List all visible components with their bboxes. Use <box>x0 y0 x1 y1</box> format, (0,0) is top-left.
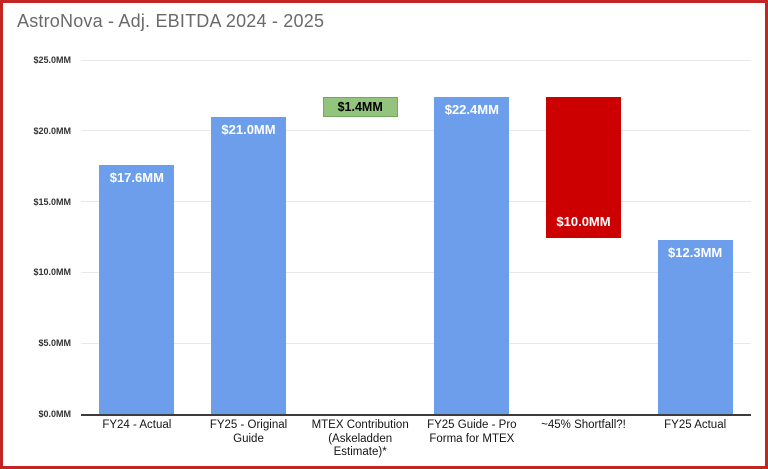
x-category-label: FY25 - Original Guide <box>209 419 288 445</box>
plot-area: $17.6MM $21.0MM $1.4MM $22.4MM $10.0MM $12.3M… <box>81 59 751 416</box>
chart-title: AstroNova - Adj. EBITDA 2024 - 2025 <box>17 11 325 31</box>
bar-5: $10.0MM <box>546 96 621 239</box>
gridline <box>81 59 751 61</box>
bar-value-label: $1.4MM <box>337 99 383 114</box>
y-tick-label: $10.0MM <box>33 267 71 278</box>
gridline <box>81 201 751 203</box>
x-category-label: ~45% Shortfall?! <box>541 419 626 431</box>
x-axis-labels: FY24 - Actual FY25 - Original Guide MTEX C… <box>81 419 751 466</box>
x-category-label: MTEX Contribution (Askeladden Estimate)* <box>311 419 409 459</box>
gridline <box>81 271 751 273</box>
bar-value-label: $10.0MM <box>556 214 611 230</box>
x-category-label: FY25 Guide - Pro Forma for MTEX <box>427 419 517 445</box>
y-tick-label: $0.0MM <box>38 409 71 419</box>
gridline <box>81 342 751 344</box>
y-tick-label: $5.0MM <box>38 338 71 349</box>
bar-4: $22.4MM <box>434 96 510 414</box>
bar-1: $17.6MM <box>99 164 175 414</box>
bar-value-label: $12.3MM <box>668 244 723 260</box>
y-axis-labels: $0.0MM $5.0MM $10.0MM $15.0MM $20.0MM $25.0MM <box>3 55 75 419</box>
bar-3: $1.4MM <box>322 96 398 117</box>
y-tick-label: $20.0MM <box>33 125 71 136</box>
x-category-label: FY25 Actual <box>664 419 727 431</box>
y-tick-label: $15.0MM <box>33 196 71 207</box>
bar-value-label: $17.6MM <box>109 169 164 185</box>
x-category-label: FY24 - Actual <box>102 419 172 431</box>
bar-value-label: $21.0MM <box>221 121 276 137</box>
bar-6: $12.3MM <box>657 239 733 414</box>
bar-value-label: $22.4MM <box>444 101 499 117</box>
gridline <box>81 130 751 132</box>
y-tick-label: $25.0MM <box>33 55 71 65</box>
bar-2: $21.0MM <box>211 116 286 414</box>
